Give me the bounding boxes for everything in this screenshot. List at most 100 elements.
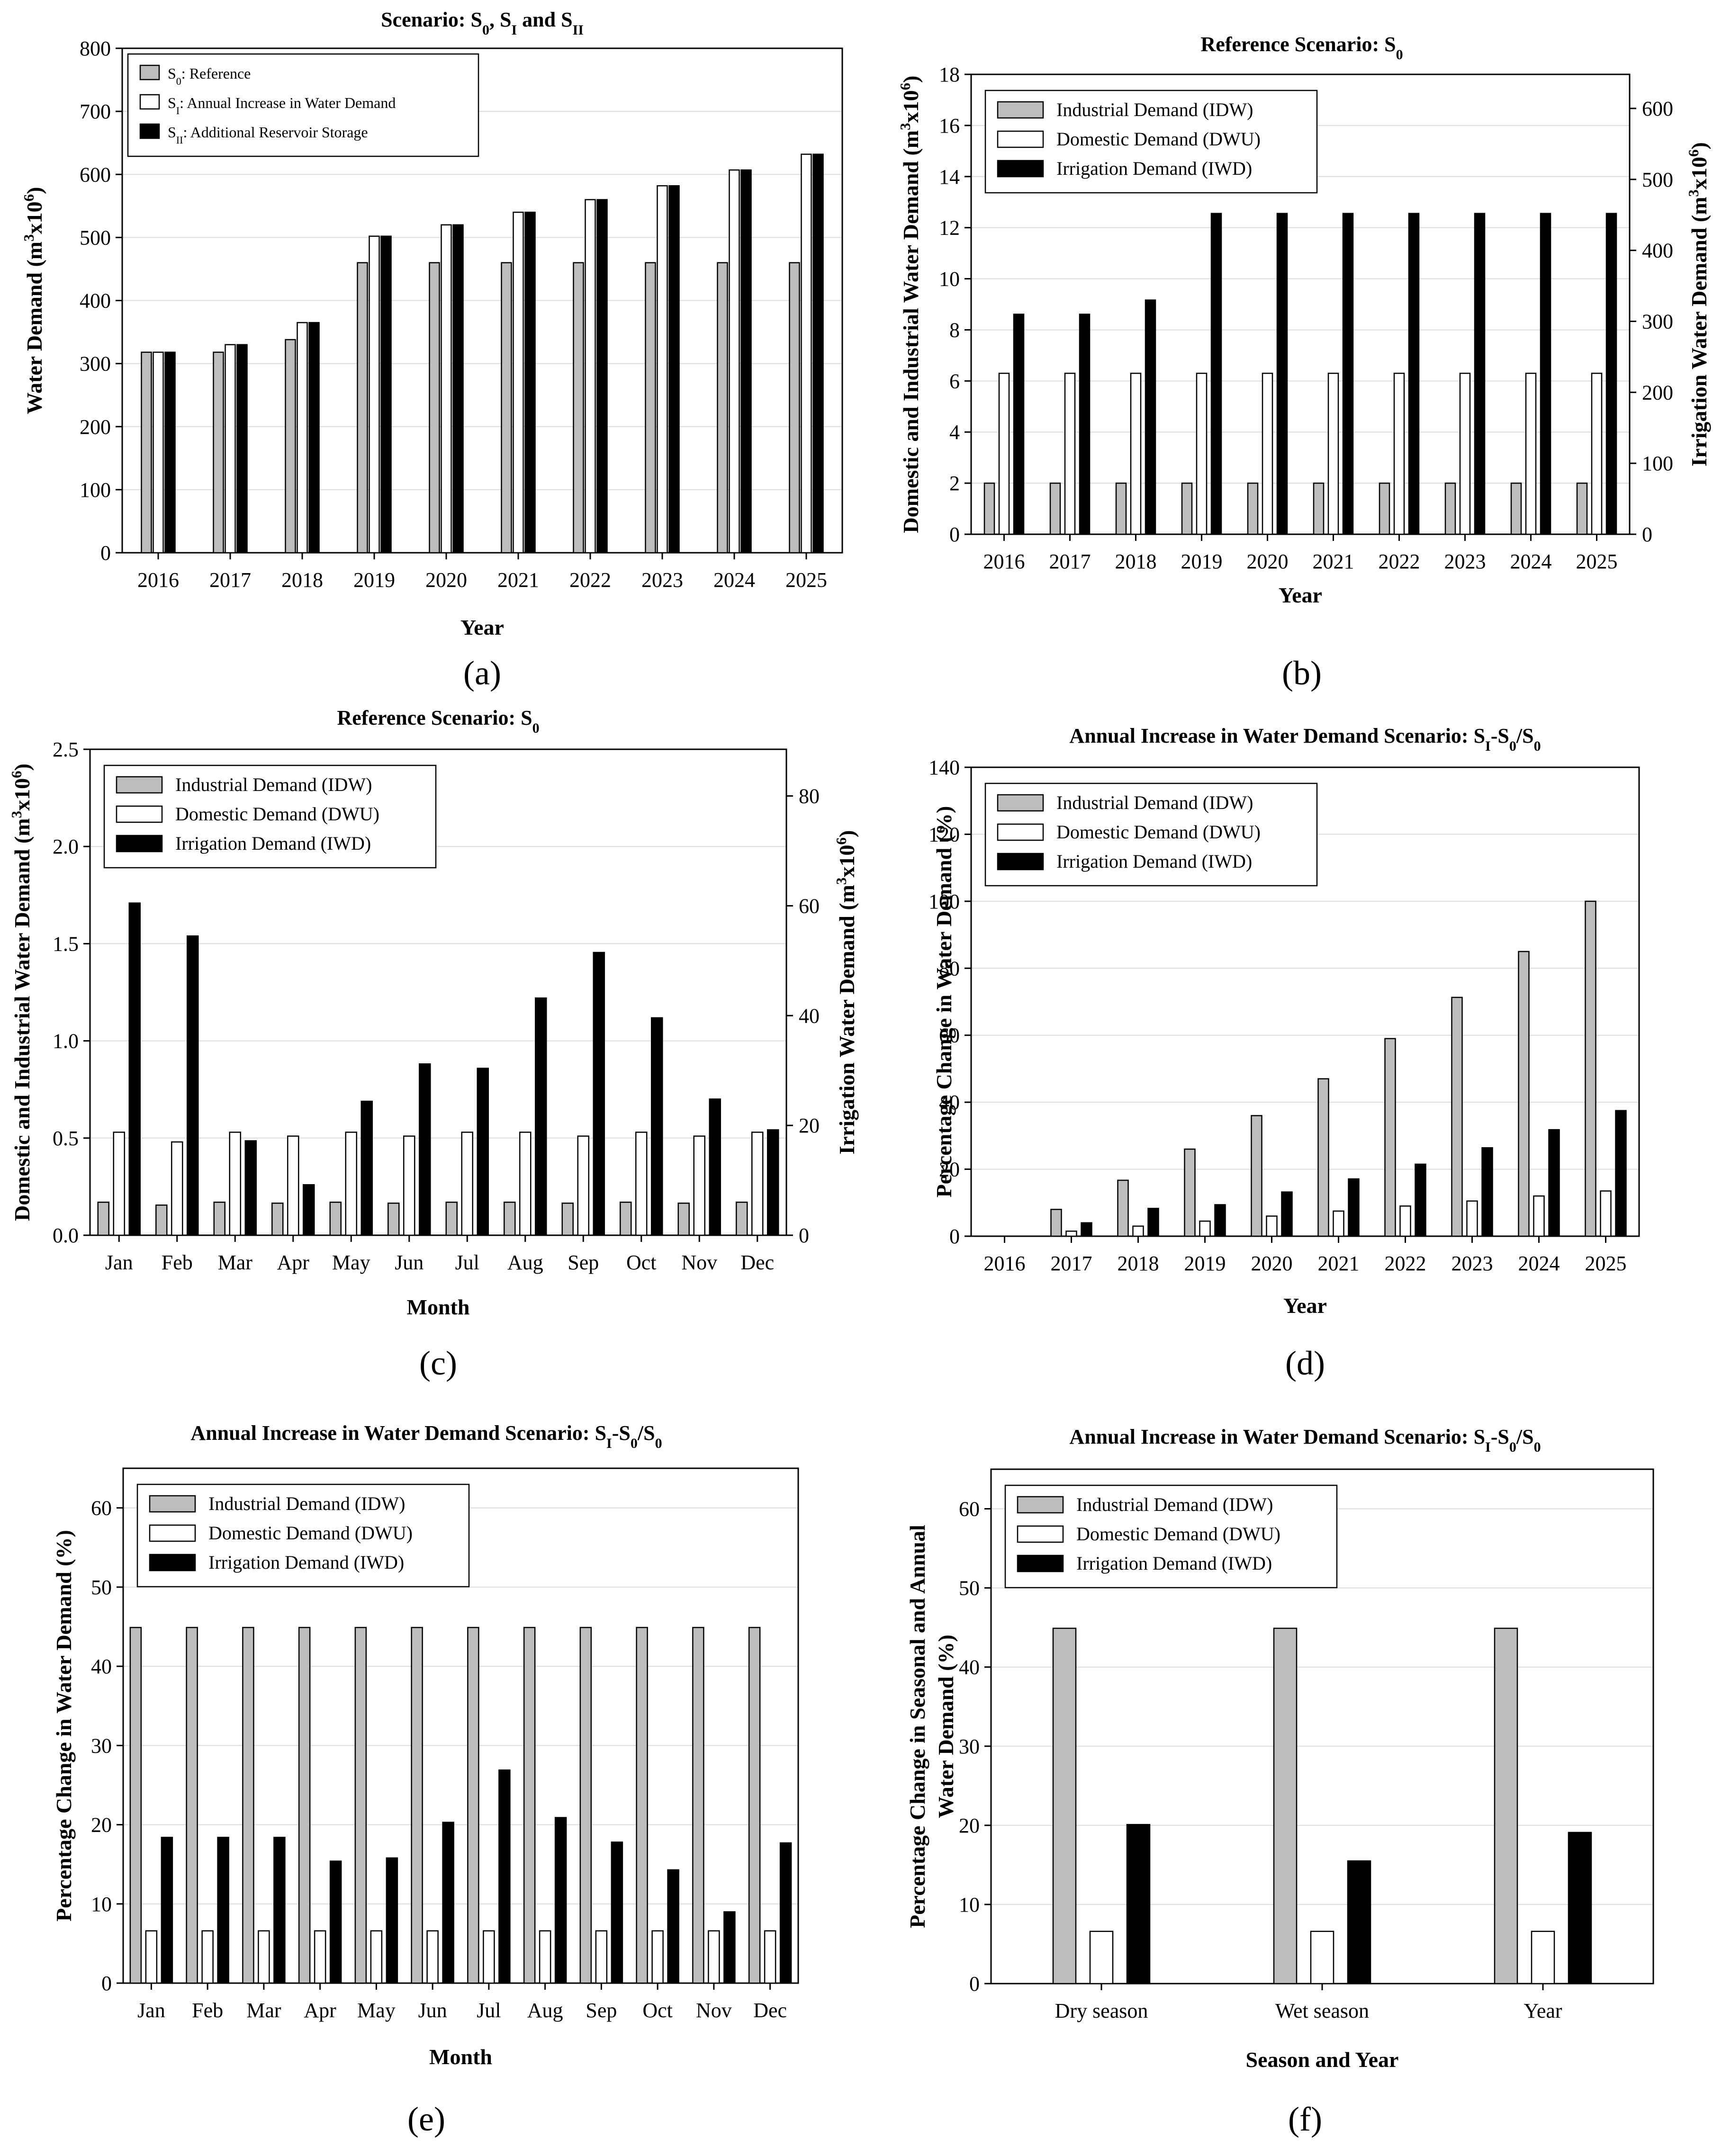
- chart-title: Annual Increase in Water Demand Scenario…: [1069, 1425, 1541, 1455]
- bar-e-s0-6: [467, 1626, 479, 1984]
- legend-swatch-1: [997, 130, 1044, 148]
- y-tick-label: 2.5: [53, 738, 79, 761]
- bar-d-s1-6: [1399, 1205, 1411, 1237]
- legend-swatch-2: [997, 160, 1044, 178]
- bar-a-s2-1: [236, 344, 248, 554]
- y-tick-label: 0: [969, 1972, 980, 1995]
- x-tick-label: May: [357, 1999, 396, 2022]
- bar-d-s1-9: [1600, 1190, 1612, 1237]
- x-tick-label: 2023: [1444, 550, 1486, 573]
- legend-box: [127, 53, 479, 157]
- bar-b-s1-7: [1459, 372, 1471, 535]
- y-axis-label: Percentage Change in Water Demand (%): [932, 806, 956, 1198]
- bar-c-s0-10: [677, 1203, 690, 1236]
- y-tick-label: 8: [949, 318, 960, 341]
- bar-e-s2-5: [442, 1822, 454, 1984]
- bar-d-s2-6: [1415, 1163, 1426, 1237]
- bar-c-s1-5: [403, 1135, 415, 1236]
- bar-f-s0-2: [1494, 1627, 1518, 1985]
- x-axis-label: Month: [407, 1295, 470, 1319]
- bar-a-s0-8: [717, 262, 728, 554]
- x-tick-label: 2024: [1518, 1252, 1560, 1275]
- legend-swatch-1: [116, 805, 163, 823]
- bar-a-s0-4: [429, 262, 440, 554]
- bar-a-s2-6: [596, 199, 608, 554]
- bar-d-s0-4: [1251, 1115, 1262, 1237]
- y-tick-label: 2: [949, 472, 960, 495]
- y-tick-label: 100: [80, 478, 111, 502]
- x-tick-label: 2019: [353, 568, 395, 592]
- bar-b-s2-3: [1210, 213, 1222, 535]
- bar-c-s1-9: [635, 1132, 648, 1236]
- bar-e-s2-4: [386, 1857, 398, 1984]
- y-tick-label: 300: [80, 352, 111, 376]
- bar-f-s1-0: [1089, 1931, 1114, 1985]
- x-tick-label: Mar: [218, 1251, 253, 1274]
- x-tick-label: Feb: [192, 1999, 223, 2022]
- bar-c-s2-0: [128, 902, 141, 1236]
- bar-b-s2-8: [1540, 213, 1551, 535]
- x-axis-label: Year: [1279, 583, 1322, 607]
- chart-title: Reference Scenario: S0: [1200, 33, 1403, 63]
- bar-d-s2-3: [1214, 1204, 1226, 1237]
- y-tick-label: 80: [939, 957, 960, 980]
- x-tick-label: 2016: [137, 568, 179, 592]
- bar-b-s1-9: [1591, 372, 1603, 535]
- bar-c-s0-5: [388, 1203, 400, 1236]
- bar-a-s1-5: [513, 211, 524, 554]
- x-tick-label: 2024: [713, 568, 755, 592]
- bar-d-s0-7: [1451, 997, 1463, 1237]
- y-tick-label: 60: [939, 1024, 960, 1047]
- bar-c-s0-9: [620, 1201, 632, 1236]
- x-tick-label: Jan: [137, 1999, 165, 2022]
- y-tick-label: 1.0: [53, 1030, 79, 1053]
- bar-a-s1-0: [153, 351, 164, 554]
- x-tick-label: 2016: [984, 1252, 1026, 1275]
- y-tick-label: 30: [959, 1735, 980, 1758]
- legend-swatch-2: [1017, 1554, 1064, 1572]
- bar-a-s2-3: [380, 235, 392, 554]
- chart-panel-f: 0 10 20 30 40 50 60 Dry season Wet season Year Ann…: [905, 1425, 1654, 2138]
- x-tick-label: Mar: [246, 1999, 281, 2022]
- y-axis-label: Domestic and Industrial Water Demand (m3…: [8, 764, 35, 1221]
- x-tick-label: 2016: [983, 550, 1025, 573]
- bar-c-s1-1: [171, 1141, 183, 1236]
- panel-label: (b): [1282, 654, 1322, 692]
- x-axis-label: Year: [460, 615, 504, 639]
- bar-c-s2-3: [303, 1184, 315, 1236]
- x-tick-label: Jan: [105, 1251, 133, 1274]
- bar-e-s2-7: [554, 1817, 567, 1984]
- bar-e-s1-1: [201, 1930, 214, 1984]
- bar-a-s1-6: [585, 199, 596, 554]
- x-tick-label: Jun: [395, 1251, 424, 1274]
- y-tick-label: 0.5: [53, 1127, 79, 1150]
- panel-label: (f): [1288, 2100, 1322, 2138]
- legend-label-0: Industrial Demand (IDW): [1056, 99, 1253, 120]
- bar-d-s1-7: [1466, 1200, 1478, 1237]
- legend-label-2: SII: Additional Reservoir Storage: [168, 124, 368, 146]
- y-axis-label-line2: Water Demand (%): [934, 1635, 958, 1818]
- bar-c-s1-10: [693, 1135, 705, 1236]
- legend-swatch-1: [149, 1524, 196, 1542]
- y-tick-label: 50: [959, 1577, 980, 1600]
- bar-c-s2-7: [535, 997, 547, 1236]
- legend-swatch-1: [1017, 1525, 1064, 1543]
- legend-label-1: Domestic Demand (DWU): [175, 803, 379, 825]
- chart-panel-e: 0 10 20 30 40 50 60 Jan Feb Mar Apr May Jun Jul Aug Sep…: [52, 1421, 799, 2138]
- y-tick-label: 20: [959, 1814, 980, 1837]
- x-tick-label: Feb: [162, 1251, 193, 1274]
- x-tick-label: Dec: [740, 1251, 774, 1274]
- bar-d-s1-8: [1533, 1195, 1545, 1237]
- x-tick-label: 2023: [641, 568, 683, 592]
- bar-e-s1-9: [651, 1930, 664, 1984]
- legend-swatch-0: [139, 64, 160, 81]
- bar-a-s0-2: [285, 339, 296, 554]
- x-tick-label: 2023: [1452, 1252, 1493, 1275]
- chart-panel-c: 0.0 0.5 1.0 1.5 2.0 2.5 0 20 40 60 80 Jan Feb Mar Apr M…: [8, 706, 859, 1382]
- bar-f-s1-1: [1310, 1931, 1334, 1985]
- bar-e-s1-11: [764, 1930, 776, 1984]
- bar-e-s1-8: [595, 1930, 608, 1984]
- y2-tick-label: 100: [1642, 452, 1673, 475]
- legend-swatch-0: [1017, 1496, 1064, 1514]
- legend-label-2: Irrigation Demand (IWD): [208, 1552, 404, 1573]
